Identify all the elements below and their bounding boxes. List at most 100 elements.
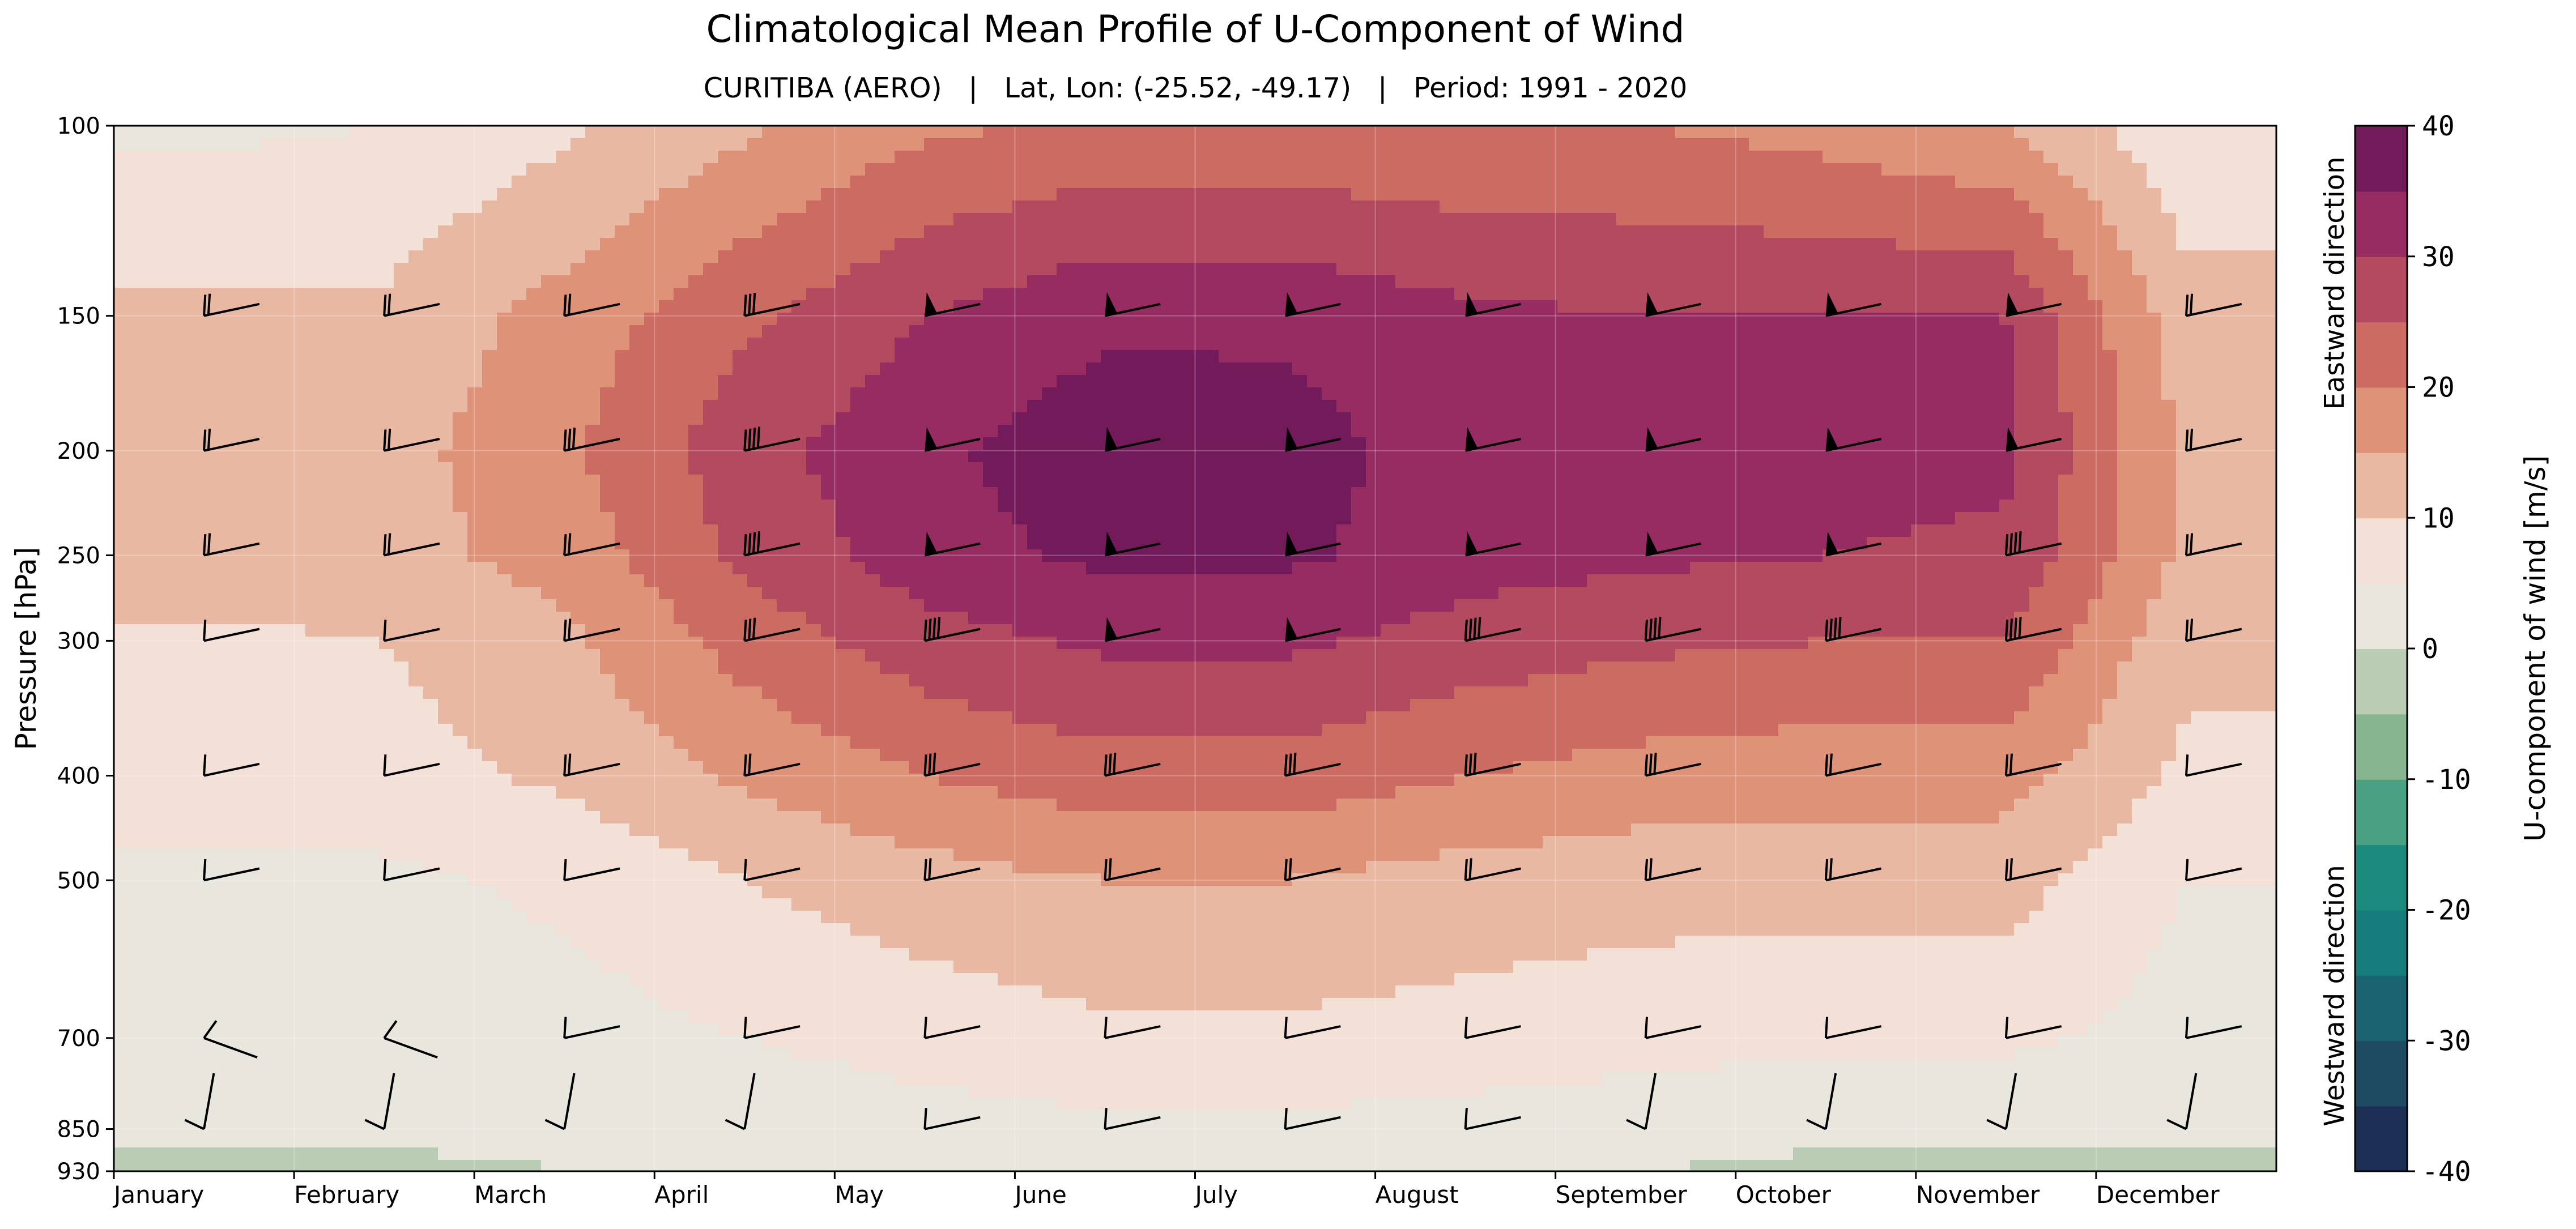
contour-cell bbox=[1896, 325, 1911, 338]
contour-cell bbox=[2073, 126, 2088, 139]
contour-cell bbox=[1366, 338, 1381, 351]
contour-cell bbox=[541, 412, 556, 425]
contour-cell bbox=[585, 213, 601, 226]
contour-cell bbox=[1985, 412, 2000, 425]
contour-cell bbox=[806, 524, 821, 537]
contour-cell bbox=[1734, 500, 1749, 513]
contour-cell bbox=[1572, 487, 1587, 500]
contour-cell bbox=[364, 250, 380, 263]
contour-cell bbox=[379, 200, 394, 214]
contour-cell bbox=[2147, 350, 2162, 363]
contour-cell bbox=[497, 151, 512, 164]
contour-cell bbox=[1616, 524, 1632, 537]
contour-cell bbox=[1734, 138, 1749, 151]
contour-cell bbox=[1322, 288, 1337, 301]
contour-cell bbox=[2029, 487, 2044, 500]
contour-cell bbox=[1926, 412, 1941, 425]
contour-cell bbox=[895, 225, 910, 238]
contour-cell bbox=[1336, 462, 1352, 475]
contour-cell bbox=[350, 151, 365, 164]
contour-cell bbox=[1366, 213, 1381, 226]
contour-cell bbox=[821, 176, 836, 189]
contour-cell bbox=[1012, 263, 1028, 276]
contour-cell bbox=[570, 375, 586, 388]
contour-cell bbox=[2176, 300, 2191, 313]
contour-cell bbox=[1160, 375, 1175, 388]
contour-cell bbox=[2147, 487, 2162, 500]
contour-cell bbox=[2117, 487, 2132, 500]
contour-cell bbox=[1808, 500, 1823, 513]
contour-cell bbox=[2117, 176, 2132, 189]
contour-cell bbox=[644, 263, 659, 276]
contour-cell bbox=[777, 362, 792, 375]
contour-cell bbox=[526, 238, 542, 251]
contour-cell bbox=[806, 200, 821, 214]
contour-cell bbox=[1395, 188, 1411, 201]
contour-cell bbox=[1498, 188, 1514, 201]
contour-cell bbox=[1248, 537, 1263, 550]
contour-cell bbox=[2147, 313, 2162, 326]
contour-cell bbox=[1469, 225, 1484, 238]
contour-cell bbox=[1572, 450, 1587, 463]
contour-cell bbox=[998, 475, 1013, 488]
contour-cell bbox=[1896, 512, 1911, 525]
contour-cell bbox=[1778, 462, 1794, 475]
contour-cell bbox=[2058, 425, 2073, 438]
contour-cell bbox=[983, 325, 998, 338]
contour-cell bbox=[1970, 375, 1985, 388]
contour-cell bbox=[1219, 387, 1234, 400]
contour-cell bbox=[1631, 487, 1646, 500]
contour-cell bbox=[806, 338, 821, 351]
contour-cell bbox=[438, 462, 453, 475]
contour-cell bbox=[1926, 163, 1941, 176]
contour-cell bbox=[2220, 450, 2236, 463]
contour-cell bbox=[733, 126, 748, 139]
contour-cell bbox=[1749, 200, 1764, 214]
contour-cell bbox=[644, 163, 659, 176]
contour-cell bbox=[1587, 325, 1602, 338]
contour-cell bbox=[747, 450, 763, 463]
contour-cell bbox=[939, 225, 954, 238]
contour-cell bbox=[1646, 250, 1661, 263]
contour-cell bbox=[600, 176, 615, 189]
contour-cell bbox=[1970, 537, 1985, 550]
contour-cell bbox=[1410, 126, 1425, 139]
contour-cell bbox=[335, 213, 350, 226]
contour-cell bbox=[2220, 126, 2236, 139]
contour-cell bbox=[747, 126, 763, 139]
contour-cell bbox=[909, 462, 925, 475]
contour-cell bbox=[1425, 524, 1440, 537]
contour-cell bbox=[1042, 151, 1057, 164]
contour-cell bbox=[114, 200, 129, 214]
contour-cell bbox=[1955, 126, 1970, 139]
contour-cell bbox=[143, 300, 159, 313]
contour-cell bbox=[968, 475, 983, 488]
contour-cell bbox=[541, 450, 556, 463]
contour-cell bbox=[1042, 375, 1057, 388]
contour-cell bbox=[1808, 151, 1823, 164]
contour-cell bbox=[1837, 487, 1853, 500]
contour-cell bbox=[1130, 313, 1146, 326]
contour-cell bbox=[1793, 537, 1808, 550]
contour-cell bbox=[865, 138, 880, 151]
contour-cell bbox=[350, 126, 365, 139]
contour-cell bbox=[880, 250, 895, 263]
contour-cell bbox=[423, 213, 438, 226]
contour-cell bbox=[983, 238, 998, 251]
contour-cell bbox=[1498, 512, 1514, 525]
contour-cell bbox=[1778, 412, 1794, 425]
contour-cell bbox=[939, 313, 954, 326]
contour-cell bbox=[703, 176, 718, 189]
contour-cell bbox=[1292, 138, 1308, 151]
contour-cell bbox=[482, 200, 497, 214]
contour-cell bbox=[379, 151, 394, 164]
contour-cell bbox=[2043, 512, 2059, 525]
contour-cell bbox=[998, 338, 1013, 351]
contour-cell bbox=[335, 387, 350, 400]
contour-cell bbox=[2205, 200, 2221, 214]
contour-cell bbox=[2073, 425, 2088, 438]
contour-cell bbox=[1336, 338, 1352, 351]
contour-cell bbox=[1778, 524, 1794, 537]
contour-cell bbox=[408, 263, 424, 276]
contour-cell bbox=[1322, 238, 1337, 251]
